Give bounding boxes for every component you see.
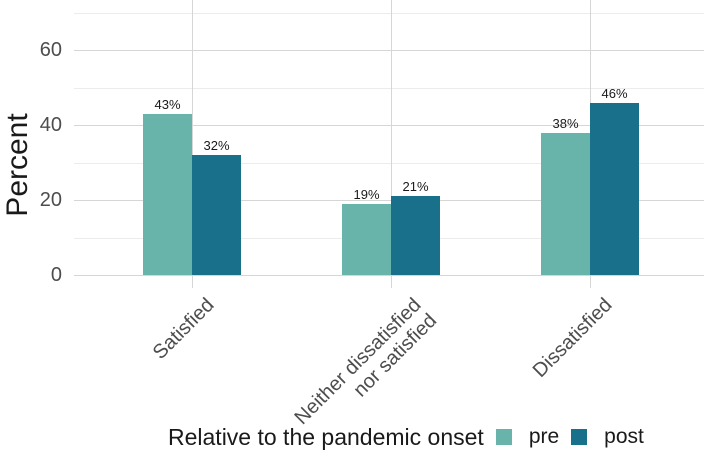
y-tick-label: 20 [39,189,62,211]
gridline-vertical [192,0,193,288]
legend: pre post [494,425,654,449]
plot-panel: 43% 19% 38% 32% 21% 46% [74,0,704,288]
gridline-minor [74,87,704,89]
bar-value-label: 38% [552,115,579,131]
bar-pre [143,113,192,275]
x-axis-title: Relative to the pandemic onset [168,423,484,450]
bar-value-label: 19% [353,186,380,202]
legend-label: post [604,425,644,448]
gridline-major [74,50,704,51]
bar-value-label: 43% [154,96,181,112]
legend-label: pre [528,425,560,448]
gridline-major [74,125,704,126]
gridline-vertical [391,0,392,288]
bar-value-label: 21% [402,179,429,195]
bottom-row: Relative to the pandemic onset pre post [168,422,654,452]
legend-swatch-pre [495,429,512,445]
y-axis-title: Percent [1,113,34,217]
bar-value-label: 46% [601,85,628,101]
y-tick-label: 0 [50,264,62,286]
gridline-minor [74,12,704,14]
bar-post [192,155,241,275]
y-tick-label: 60 [39,39,62,61]
legend-item: pre [495,425,569,449]
y-tick-label: 40 [39,114,62,136]
bar-post [391,196,440,275]
bar-pre [342,203,391,275]
bar-value-label: 32% [203,138,230,153]
bar-post [590,102,639,275]
gridline-major [74,200,704,201]
gridline-major [74,275,704,276]
legend-swatch-post [571,429,588,445]
legend-item: post [571,425,654,449]
gridline-minor [74,162,704,164]
bar-pre [541,132,590,275]
